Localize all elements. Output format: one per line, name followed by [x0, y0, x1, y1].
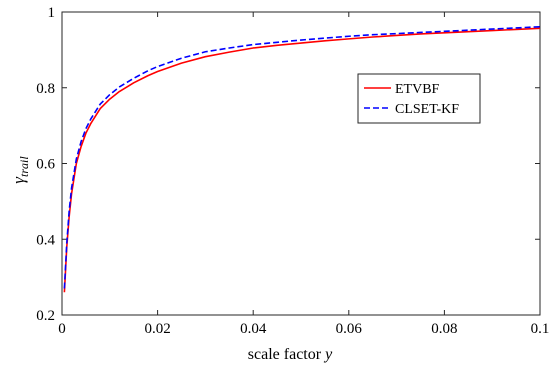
x-tick-label: 0.1: [531, 321, 550, 337]
y-tick-label: 0.4: [36, 232, 55, 248]
x-axis-label: scale factor y: [248, 346, 333, 363]
plot-area: [61, 11, 541, 316]
y-tick-label: 0.6: [36, 157, 55, 173]
x-tick-label: 0.04: [240, 321, 267, 337]
x-tick-label: 0.08: [431, 321, 457, 337]
series-line-etvbf: [63, 27, 541, 293]
legend-label-clset-kf: CLSET-KF: [395, 102, 459, 117]
y-axis-label: γtrail: [9, 156, 31, 184]
series-layer: [63, 25, 541, 293]
y-axis-label-symbol: γ: [9, 176, 28, 184]
axis-ticks: 0 0.02 0.04 0.06 0.08 0.1 0.2 0.4 0.6 0.8 1: [36, 5, 549, 337]
y-tick-label: 0.2: [36, 308, 55, 324]
legend-box: [357, 73, 481, 124]
y-tick-label: 1: [48, 5, 56, 21]
series-line-clset-kf: [63, 25, 541, 289]
legend-label-etvbf: ETVBF: [395, 82, 440, 97]
x-axis-label-text: scale factor: [248, 346, 322, 363]
x-tick-label: 0.06: [336, 321, 363, 337]
x-tick-label: 0: [58, 321, 66, 337]
y-axis-label-subscript: trail: [17, 156, 31, 177]
x-axis-label-variable: y: [323, 346, 333, 363]
x-tick-label: 0.02: [144, 321, 170, 337]
y-tick-label: 0.8: [36, 81, 55, 97]
legend: ETVBF CLSET-KF: [357, 73, 481, 124]
